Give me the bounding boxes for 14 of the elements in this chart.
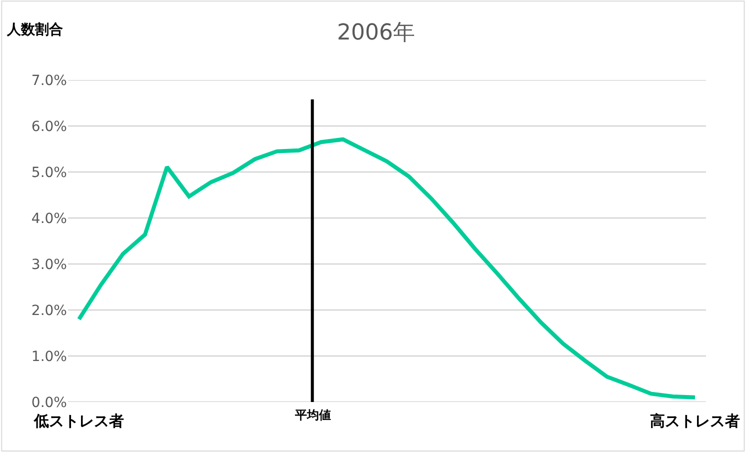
y-tick-label: 4.0% [31, 210, 67, 227]
chart-title: 2006年 [337, 20, 415, 46]
y-tick-label: 2.0% [31, 302, 67, 319]
y-tick-label: 3.0% [31, 256, 67, 273]
y-axis-title: 人数割合 [6, 21, 63, 38]
y-tick-label: 0.0% [31, 394, 67, 411]
y-tick-label: 7.0% [31, 72, 67, 89]
y-tick-label: 1.0% [31, 348, 67, 365]
line-series [77, 137, 697, 400]
x-tick-label: 高ストレス者 [650, 412, 740, 430]
y-tick-label: 6.0% [31, 118, 67, 135]
text: 平均値 [294, 408, 331, 422]
y-tick-label: 5.0% [31, 164, 67, 181]
x-tick-label: 低ストレス者 [33, 412, 124, 430]
